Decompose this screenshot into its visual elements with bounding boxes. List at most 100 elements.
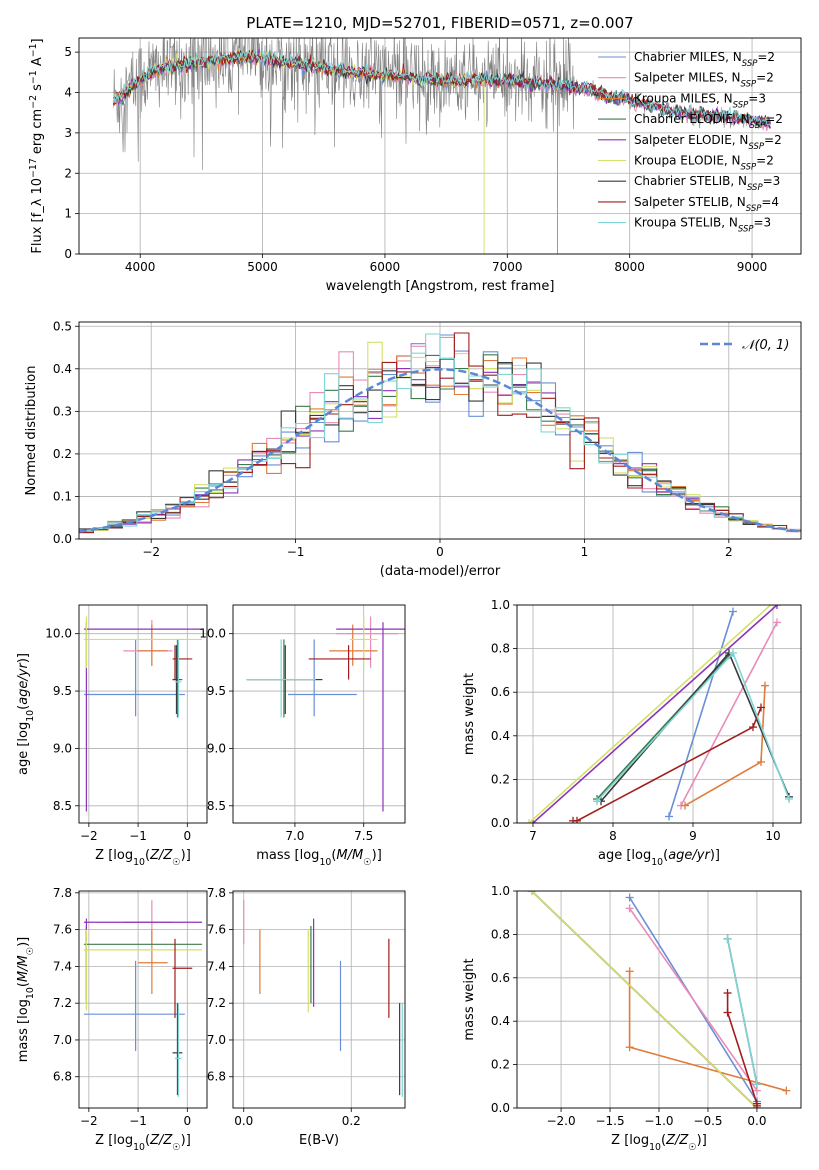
spectrum-panel-xtick-label: 4000 xyxy=(125,260,156,274)
age-z-panel-errorbar xyxy=(123,619,173,666)
age-z-panel-errorbar xyxy=(175,639,182,718)
weight-age-panel-point-marker xyxy=(773,618,781,627)
weight-z-panel-series-line xyxy=(726,938,758,1085)
weight-age-panel-xtick-label: 10 xyxy=(765,829,780,843)
weight-z-panel-ytick-label: 0.6 xyxy=(491,971,510,985)
weight-age-panel-point-marker xyxy=(757,757,765,766)
legend-entry: Salpeter MILES, NSSP=2 xyxy=(634,71,774,90)
mass-ebv-panel-ytick-label: 7.0 xyxy=(207,1033,226,1047)
weight-z-panel-xtick-label: −0.5 xyxy=(693,1114,722,1128)
age-z-panel-plot xyxy=(83,616,203,812)
age-mass-panel-errorbar xyxy=(246,639,323,718)
age-mass-panel-ytick-label: 10.0 xyxy=(199,627,226,641)
age-mass-panel: 7.0 7.5 8.5 9.0 9.5 10.0 mass [log10(M/M☉)] xyxy=(199,604,406,868)
legend-entry: Chabrier ELODIE, NSSP=2 xyxy=(634,112,783,131)
weight-z-panel-ytick-label: 0.8 xyxy=(491,927,510,941)
weight-age-panel-point-marker xyxy=(681,801,689,810)
spectrum-panel-ytick-label: 1 xyxy=(64,207,72,221)
spectrum-panel-xtick-label: 6000 xyxy=(370,260,401,274)
legend-entry: Kroupa MILES, NSSP=3 xyxy=(634,91,766,110)
age-mass-panel-errorbar xyxy=(246,639,316,718)
mass-z-panel-ytick-label: 7.8 xyxy=(53,886,72,900)
mass-z-panel-errorbar xyxy=(172,1003,183,1096)
weight-age-panel-xtick-label: 7 xyxy=(529,829,537,843)
mass-z-panel-xtick-label: −2 xyxy=(80,1114,98,1128)
weight-age-panel-point-marker xyxy=(785,795,793,804)
legend-entry: Kroupa STELIB, NSSP=3 xyxy=(634,216,771,235)
mass-ebv-panel: 0.0 0.2 6.8 7.0 7.2 7.4 7.6 7.8 E(B-V) xyxy=(207,886,406,1148)
spectrum-panel-xtick-label: 7000 xyxy=(492,260,523,274)
residual-panel-ytick-label: 0.4 xyxy=(53,362,72,376)
age-mass-panel-plot xyxy=(246,616,405,812)
residual-panel-ytick-label: 0.3 xyxy=(53,404,72,418)
mass-ebv-panel-ytick-label: 7.4 xyxy=(207,959,226,973)
age-z-panel-frame xyxy=(78,604,208,824)
mass-z-panel: −2 −1 0 6.8 7.0 7.2 7.4 7.6 7.8 Z [log10(Z/Z☉)] ma… xyxy=(16,886,208,1153)
weight-z-panel-point-marker xyxy=(625,893,634,902)
residual-panel-xtick-label: −1 xyxy=(287,545,305,559)
normal-distribution-curve xyxy=(79,368,801,533)
spectrum-panel-plot xyxy=(112,38,771,254)
age-mass-panel-frame xyxy=(232,604,406,824)
residual-panel-ytick-label: 0.1 xyxy=(53,489,72,503)
mass-z-panel-errorbar xyxy=(83,960,185,1051)
weight-z-panel-xtick-label: −1.0 xyxy=(644,1114,673,1128)
weight-z-panel-ytick-label: 0.4 xyxy=(491,1014,510,1028)
mass-ebv-panel-grid xyxy=(233,891,405,1108)
weight-age-panel-series-line xyxy=(532,605,778,823)
weight-z-panel-point-marker xyxy=(723,1008,732,1017)
weight-age-panel-ytick-label: 0.4 xyxy=(491,729,510,743)
age-mass-panel-ytick-label: 9.0 xyxy=(207,741,226,755)
weight-z-panel-point-marker xyxy=(782,1086,791,1095)
weight-age-panel-ytick-label: 0.8 xyxy=(491,642,510,656)
weight-age-panel-ytick-label: 0.0 xyxy=(491,816,510,830)
age-z-panel-ylabel: age [log10(age/yr)] xyxy=(16,653,36,775)
weight-z-panel-point-marker xyxy=(625,904,634,913)
model-spectrum-line xyxy=(112,49,771,128)
mass-z-panel-ytick-label: 7.4 xyxy=(53,959,72,973)
mass-z-panel-ytick-label: 6.8 xyxy=(53,1070,72,1084)
spectrum-legend: Chabrier MILES, NSSP=2 Salpeter MILES, NS… xyxy=(598,50,783,235)
weight-age-panel-series-line xyxy=(668,611,734,817)
residual-panel-xtick-label: 0 xyxy=(436,545,444,559)
weight-age-panel-point-marker xyxy=(593,797,601,806)
mass-ebv-panel-xtick-label: 0.2 xyxy=(342,1114,361,1128)
weight-z-panel-series-line xyxy=(628,907,758,1092)
age-z-panel-xtick-label: −2 xyxy=(80,829,98,843)
mass-z-panel-errorbar xyxy=(83,918,203,1004)
mass-z-panel-ytick-label: 7.2 xyxy=(53,996,72,1010)
weight-z-panel-point-marker xyxy=(723,988,732,997)
weight-age-panel-plot xyxy=(525,605,793,823)
weight-age-panel-point-marker xyxy=(665,812,673,821)
age-z-panel-errorbar xyxy=(83,639,185,717)
mass-z-panel-errorbar xyxy=(83,929,203,1011)
spectrum-panel-ytick-label: 5 xyxy=(64,45,72,59)
residual-histogram xyxy=(79,333,801,532)
weight-z-panel-ytick-label: 0.0 xyxy=(491,1101,510,1115)
mass-z-panel-xtick-label: −1 xyxy=(129,1114,147,1128)
legend-entry: Salpeter ELODIE, NSSP=2 xyxy=(634,133,782,152)
mass-z-panel-ylabel: mass [log10(M/M☉)] xyxy=(16,937,36,1063)
spectrum-panel-ylabel: Flux [f_λ 10−17 erg cm−2 s−1 A−1] xyxy=(28,38,46,253)
residual-panel-ytick-label: 0.0 xyxy=(53,532,72,546)
weight-z-panel-series-line xyxy=(531,891,758,1108)
spectrum-panel-ytick-label: 3 xyxy=(64,126,72,140)
mass-ebv-panel-ytick-label: 7.2 xyxy=(207,996,226,1010)
age-z-panel-errorbar xyxy=(172,639,183,718)
mass-ebv-panel-ytick-label: 6.8 xyxy=(207,1070,226,1084)
spectrum-panel-xtick-label: 9000 xyxy=(737,260,768,274)
spectrum-panel-ytick-label: 2 xyxy=(64,166,72,180)
spectrum-panel-frame xyxy=(78,37,802,255)
age-mass-panel-ytick-label: 8.5 xyxy=(207,799,226,813)
spectrum-panel-xtick-label: 8000 xyxy=(614,260,645,274)
weight-z-panel-point-marker xyxy=(752,1080,761,1089)
weight-age-panel-xtick-label: 8 xyxy=(609,829,617,843)
mass-z-panel-xlabel: Z [log10(Z/Z☉)] xyxy=(95,1133,191,1153)
weight-age-panel-frame xyxy=(516,604,802,824)
mass-z-panel-errorbar xyxy=(138,929,168,994)
weight-age-panel-point-marker xyxy=(573,816,581,823)
age-mass-panel-xlabel: mass [log10(M/M☉)] xyxy=(256,848,382,868)
mass-z-panel-grid xyxy=(79,891,207,1108)
mass-z-panel-errorbar xyxy=(175,1003,182,1097)
